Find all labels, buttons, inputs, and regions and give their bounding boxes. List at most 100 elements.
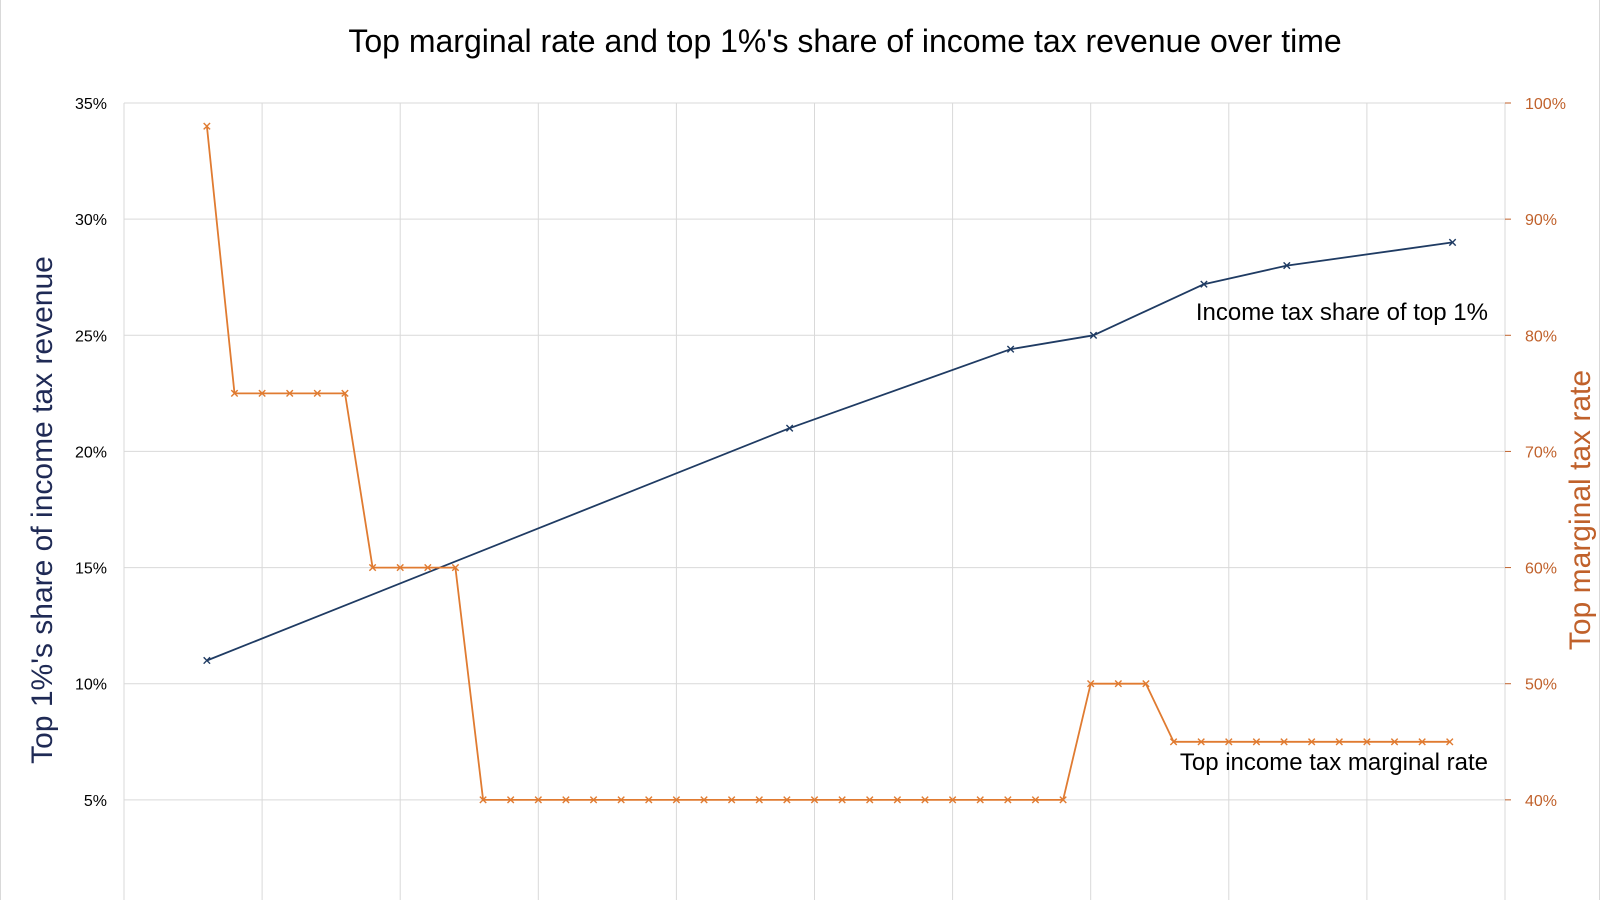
point-marker-stroke <box>313 389 322 398</box>
point-marker-stroke <box>286 389 294 398</box>
data-point <box>1252 738 1261 746</box>
point-marker-stroke <box>1089 331 1098 339</box>
data-point <box>1059 796 1067 804</box>
series <box>203 122 1457 804</box>
right-tick-label: 60% <box>1525 561 1557 578</box>
data-point <box>1446 738 1454 746</box>
data-point <box>1390 738 1399 746</box>
grid <box>123 102 1506 900</box>
point-marker-stroke <box>589 796 598 804</box>
data-point <box>286 389 294 398</box>
data-point <box>1363 738 1371 746</box>
data-point <box>1089 331 1098 339</box>
data-point <box>810 796 819 804</box>
data-point <box>424 563 432 572</box>
point-marker-stroke <box>1225 738 1233 746</box>
point-marker-stroke <box>1087 680 1095 688</box>
left-tick-label: 30% <box>75 212 107 229</box>
left-tick-label: 5% <box>84 793 107 810</box>
point-marker-stroke <box>1059 796 1067 804</box>
data-point <box>617 796 625 804</box>
data-point <box>783 796 791 804</box>
data-point <box>1004 796 1012 804</box>
point-marker-stroke <box>479 796 487 804</box>
data-point <box>1006 345 1015 353</box>
point-marker-stroke <box>534 796 542 804</box>
point-marker-stroke <box>1280 738 1288 746</box>
data-point <box>534 796 542 804</box>
point-marker-stroke <box>866 796 874 804</box>
left-tick-label: 15% <box>75 561 107 578</box>
data-point <box>479 796 487 804</box>
data-point <box>230 389 239 398</box>
data-point <box>1031 796 1040 804</box>
point-marker-stroke <box>396 563 404 572</box>
data-point <box>1142 680 1150 688</box>
data-point <box>1307 738 1316 746</box>
point-marker-stroke <box>424 563 432 572</box>
left-tick-label: 10% <box>75 677 107 694</box>
data-point <box>1225 738 1233 746</box>
point-marker-stroke <box>203 656 211 665</box>
data-point <box>562 796 570 804</box>
data-point <box>1087 680 1095 688</box>
point-marker-stroke <box>230 389 239 398</box>
data-point <box>589 796 598 804</box>
point-marker-stroke <box>617 796 625 804</box>
point-marker-stroke <box>810 796 819 804</box>
data-point <box>1200 280 1208 288</box>
point-marker-stroke <box>451 563 460 572</box>
axis-ticks: 5% 10% 15% 20% 25% 30% 35% 40% 50% 60% 70% 80% 90% 10… <box>75 96 1566 810</box>
point-marker-stroke <box>1142 680 1150 688</box>
right-tick-label: 70% <box>1525 444 1557 461</box>
point-marker-stroke <box>1283 261 1291 270</box>
left-axis-title: Top 1%'s share of income tax revenue <box>26 256 59 764</box>
point-marker-stroke <box>976 796 984 804</box>
point-marker-stroke <box>700 796 708 804</box>
point-marker-stroke <box>1446 738 1454 746</box>
point-marker-stroke <box>1363 738 1371 746</box>
right-tick-label: 100% <box>1525 96 1566 113</box>
data-point <box>506 796 515 804</box>
point-marker-stroke <box>1031 796 1040 804</box>
point-marker-stroke <box>1390 738 1399 746</box>
point-marker-stroke <box>785 424 794 432</box>
data-point <box>203 122 211 130</box>
point-marker-stroke <box>645 796 653 804</box>
data-point <box>1280 738 1288 746</box>
data-point <box>727 796 736 804</box>
point-marker-stroke <box>1004 796 1012 804</box>
data-point <box>368 563 377 572</box>
data-point <box>1283 261 1291 270</box>
point-marker-stroke <box>368 563 377 572</box>
right-axis-title: Top marginal tax rate <box>1564 370 1597 650</box>
data-point <box>451 563 460 572</box>
data-point <box>341 389 349 398</box>
left-tick-label: 20% <box>75 444 107 461</box>
point-marker-stroke <box>783 796 791 804</box>
point-marker-stroke <box>1335 738 1343 746</box>
series-line-1 <box>206 126 1450 801</box>
data-point <box>755 796 763 804</box>
data-point <box>1114 680 1123 688</box>
data-point <box>893 796 902 804</box>
point-marker-stroke <box>1252 738 1261 746</box>
point-marker-stroke <box>948 796 957 804</box>
data-point <box>948 796 957 804</box>
point-marker-stroke <box>755 796 763 804</box>
annotation-marginal-rate: Top income tax marginal rate <box>1180 749 1488 776</box>
data-point <box>838 796 846 804</box>
data-point <box>1197 738 1205 746</box>
right-tick-label: 50% <box>1525 677 1557 694</box>
data-point <box>866 796 874 804</box>
right-tick-label: 80% <box>1525 328 1557 345</box>
point-marker-stroke <box>1006 345 1015 353</box>
right-tick-label: 90% <box>1525 212 1557 229</box>
left-tick-label: 35% <box>75 96 107 113</box>
annotation-income-share: Income tax share of top 1% <box>1196 299 1488 326</box>
point-marker-stroke <box>838 796 846 804</box>
point-marker-stroke <box>258 389 266 398</box>
point-marker-stroke <box>506 796 515 804</box>
data-point <box>921 796 929 804</box>
